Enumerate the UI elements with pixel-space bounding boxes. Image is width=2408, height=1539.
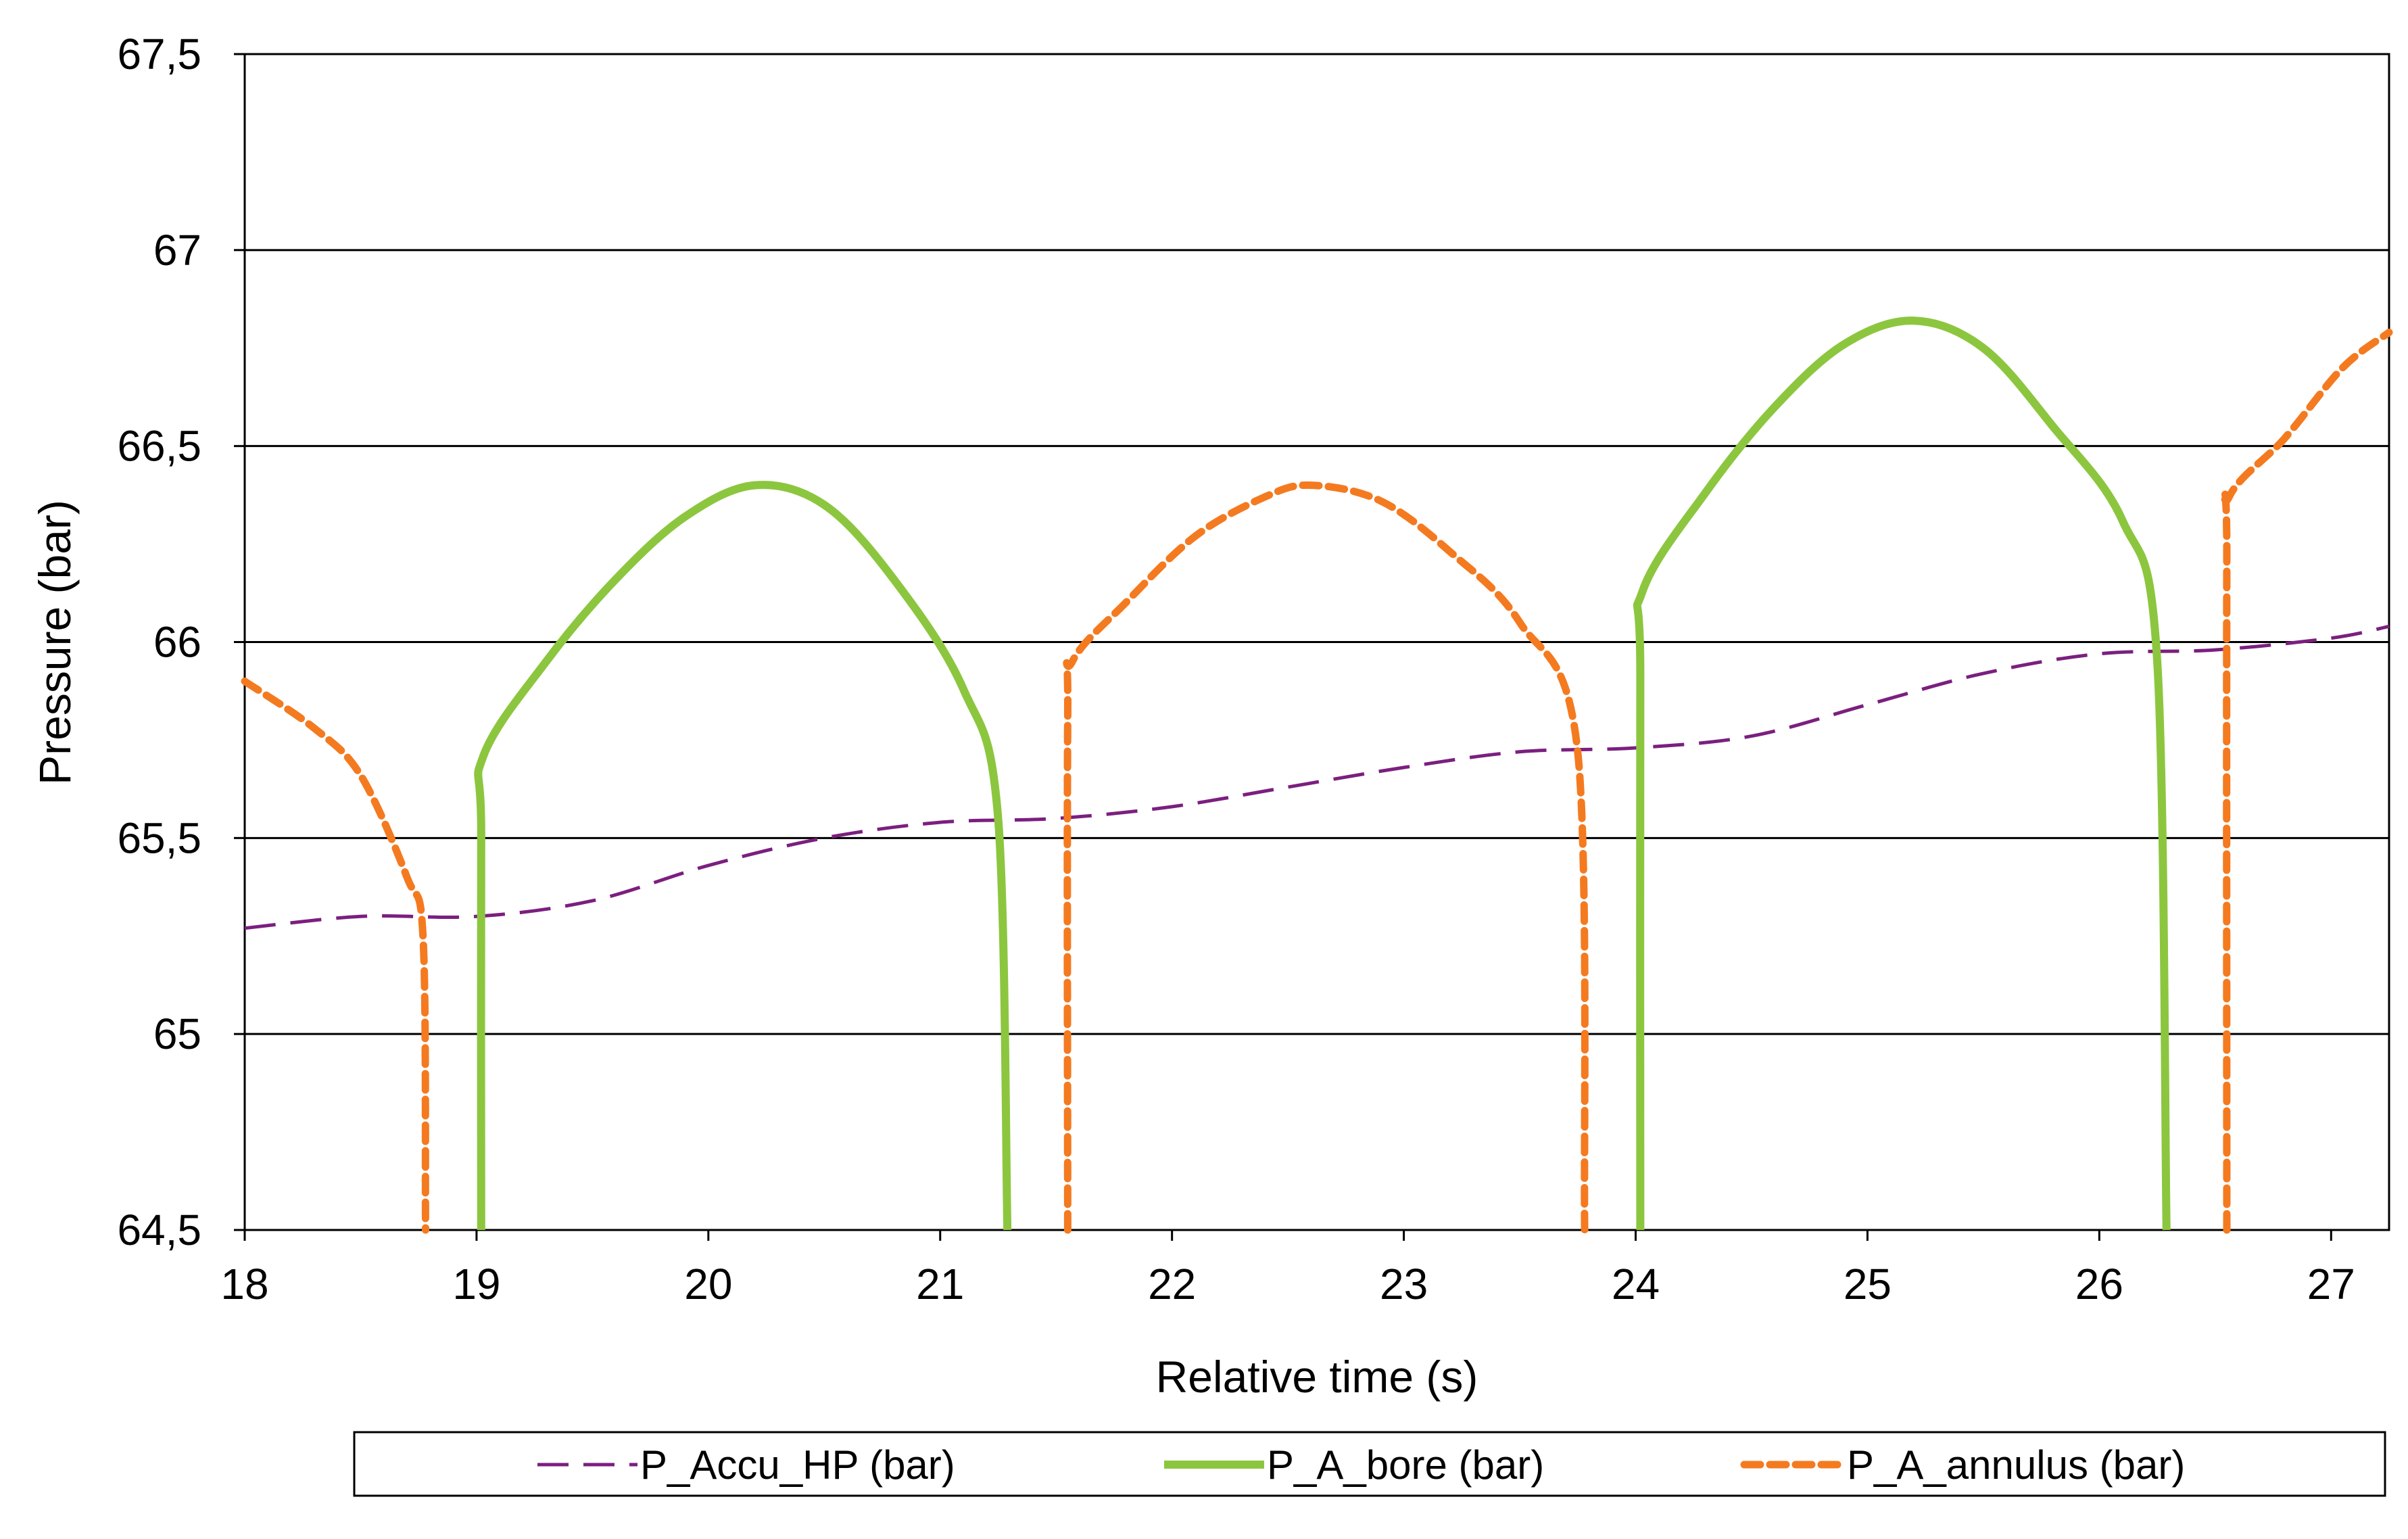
legend-items: P_Accu_HP (bar) P_A_bore (bar) P_A_annulus… (537, 1442, 2185, 1488)
x-tick-label: 26 (2075, 1260, 2123, 1308)
series-1 (244, 624, 2390, 930)
series-3 (241, 329, 2393, 1234)
y-tick-label: 67,5 (117, 30, 201, 78)
legend-label: P_A_bore (bar) (1267, 1442, 1544, 1488)
x-tick-label: 27 (2307, 1260, 2355, 1308)
series-line-segment (2220, 329, 2393, 1234)
y-tick-labels: 64,5 65 65,5 66 66,5 67 67,5 (117, 30, 201, 1254)
axis-ticks (234, 53, 2332, 1241)
x-tick-label: 21 (916, 1260, 964, 1308)
series-2 (474, 316, 2171, 1231)
x-tick-label: 24 (1612, 1260, 1660, 1308)
y-tick-label: 65 (153, 1010, 201, 1058)
x-tick-labels: 18 19 20 21 22 23 24 25 26 27 (220, 1260, 2355, 1308)
series-line-segment (1633, 316, 2171, 1231)
y-tick-label: 64,5 (117, 1206, 201, 1254)
x-tick-label: 18 (220, 1260, 268, 1308)
series-line-segment (241, 678, 429, 1234)
y-axis-title: Pressure (bar) (30, 500, 80, 785)
x-axis-title: Relative time (s) (1156, 1352, 1478, 1402)
x-tick-label: 25 (1844, 1260, 1892, 1308)
x-tick-label: 23 (1380, 1260, 1428, 1308)
y-tick-label: 65,5 (117, 813, 201, 862)
legend-label: P_A_annulus (bar) (1847, 1442, 2185, 1488)
y-tick-label: 67 (153, 226, 201, 275)
series-line-segment (244, 624, 2390, 930)
series-line-segment (1063, 481, 1589, 1234)
y-tick-label: 66,5 (117, 422, 201, 471)
legend: P_Accu_HP (bar) P_A_bore (bar) P_A_annulus… (353, 1431, 2386, 1497)
legend-box (353, 1431, 2386, 1497)
series-layer (241, 316, 2393, 1234)
legend-label: P_Accu_HP (bar) (640, 1442, 955, 1488)
x-tick-label: 22 (1148, 1260, 1196, 1308)
series-line-segment (474, 481, 1012, 1231)
x-tick-label: 19 (452, 1260, 500, 1308)
grid-lines (245, 249, 2389, 1035)
x-tick-label: 20 (684, 1260, 732, 1308)
y-tick-label: 66 (153, 618, 201, 667)
